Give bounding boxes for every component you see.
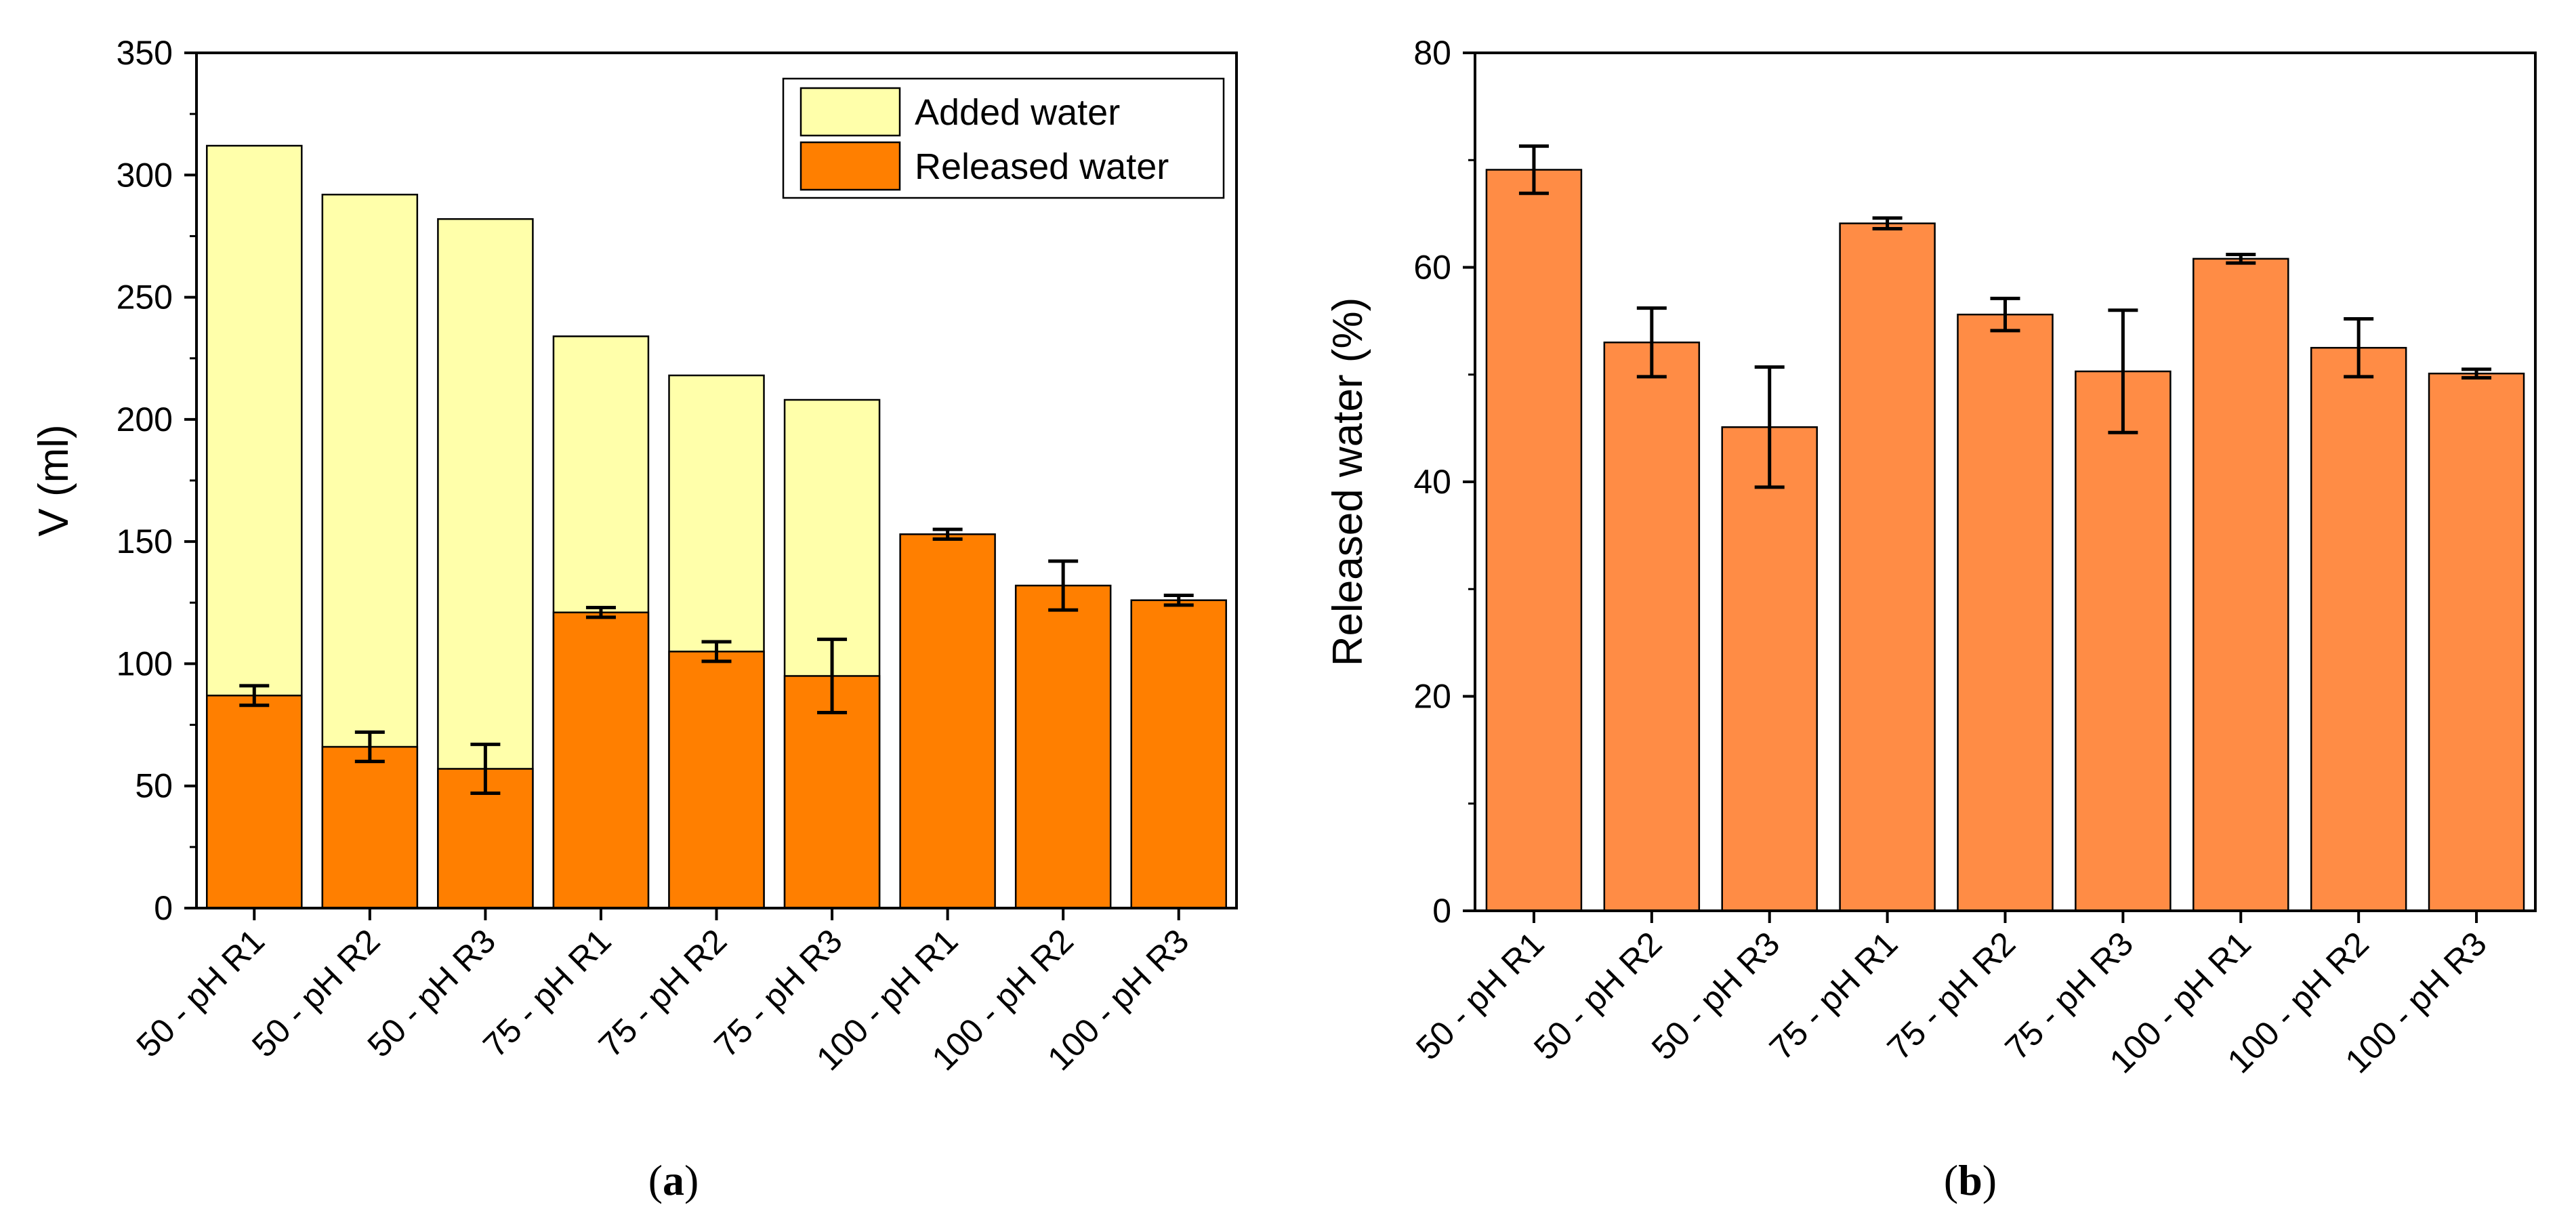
y-tick-label: 200 xyxy=(117,401,173,438)
bar-released-water xyxy=(206,695,303,909)
error-bar xyxy=(1518,144,1549,195)
panel-a-caption: (a) xyxy=(648,1156,699,1204)
bar-released-water xyxy=(2428,372,2525,912)
bar-released-water xyxy=(1485,169,1583,912)
y-tick-label: 0 xyxy=(1432,892,1451,930)
bar-released-water xyxy=(321,745,419,909)
bar-released-water xyxy=(1014,584,1112,909)
y-tick-label: 250 xyxy=(117,279,173,316)
panel-a-error-bars xyxy=(239,527,1194,796)
bar-released-water xyxy=(668,651,765,909)
legend-label-added-water: Added water xyxy=(915,92,1120,133)
panel-a-caption-letter: a xyxy=(663,1156,684,1204)
panel-b-caption: (b) xyxy=(1944,1156,1997,1204)
bar-released-water xyxy=(1957,313,2054,912)
bar-released-water xyxy=(2310,346,2407,912)
error-bar xyxy=(354,730,385,764)
error-bar xyxy=(239,684,270,708)
error-bar xyxy=(2108,308,2138,434)
y-tick-label: 40 xyxy=(1413,463,1451,501)
y-tick-label: 150 xyxy=(117,522,173,560)
panel-b-y-axis-title: Released water (%) xyxy=(1325,298,1371,666)
x-tick-label: 50 - pH R2 xyxy=(1526,924,1669,1067)
error-bar xyxy=(1636,306,1667,379)
error-bar xyxy=(2344,316,2374,379)
error-bar xyxy=(1990,296,2020,333)
y-tick-label: 20 xyxy=(1413,678,1451,716)
legend-swatch-added-water xyxy=(799,87,901,137)
error-bar xyxy=(1163,593,1194,607)
panel-a-y-axis: 0 50 100 150 200 250 300 350 xyxy=(117,34,196,927)
y-tick-label: 60 xyxy=(1413,249,1451,287)
bar-released-water xyxy=(899,533,996,909)
y-tick-label: 80 xyxy=(1413,34,1451,72)
y-tick-label: 100 xyxy=(117,644,173,682)
x-tick-label: 50 - pH R3 xyxy=(1644,924,1787,1067)
bar-released-water xyxy=(783,675,881,909)
panel-b-caption-letter: b xyxy=(1958,1156,1982,1204)
bar-released-water xyxy=(552,611,650,909)
panel-b-error-bars xyxy=(1518,144,2492,489)
y-tick-label: 350 xyxy=(117,34,173,72)
x-tick-label: 75 - pH R2 xyxy=(1880,924,2023,1067)
bar-released-water xyxy=(1130,599,1227,909)
error-bar xyxy=(2461,367,2492,380)
y-tick-label: 0 xyxy=(154,889,173,927)
x-tick-label: 50 - pH R1 xyxy=(1409,924,1552,1067)
bar-released-water xyxy=(2075,370,2172,912)
x-tick-label: 75 - pH R1 xyxy=(1762,924,1905,1067)
error-bar xyxy=(2226,253,2256,265)
y-tick-label: 300 xyxy=(117,156,173,194)
error-bar xyxy=(701,640,732,663)
error-bar xyxy=(817,637,848,715)
panel-a-legend: Added water Released water xyxy=(782,77,1225,199)
bar-released-water xyxy=(1721,426,1818,912)
legend-swatch-released-water xyxy=(799,141,901,191)
error-bar xyxy=(932,527,963,541)
bar-released-water xyxy=(1603,342,1701,912)
error-bar xyxy=(1048,559,1079,612)
legend-label-released-water: Released water xyxy=(915,146,1169,187)
bar-released-water xyxy=(1839,222,1936,912)
error-bar xyxy=(1754,365,1785,489)
y-tick-label: 50 xyxy=(135,767,173,805)
error-bar xyxy=(585,605,616,619)
panel-b-y-axis: 0 20 40 60 80 xyxy=(1413,34,1475,930)
panel-a-y-axis-title: V (ml) xyxy=(30,424,77,536)
error-bar xyxy=(470,742,501,796)
panel-a-bars xyxy=(206,144,1227,909)
bar-released-water xyxy=(2193,258,2289,912)
panel-b-bars xyxy=(1485,169,2525,912)
error-bar xyxy=(1872,216,1903,231)
